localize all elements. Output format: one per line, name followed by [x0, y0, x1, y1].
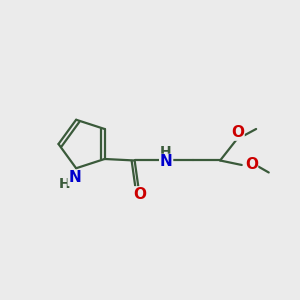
- Text: N: N: [160, 154, 172, 169]
- Text: O: O: [133, 187, 146, 202]
- Text: H: H: [59, 177, 70, 191]
- Text: O: O: [231, 125, 244, 140]
- Text: N: N: [68, 170, 81, 185]
- Text: O: O: [245, 158, 258, 172]
- Text: H: H: [160, 145, 171, 159]
- Text: N: N: [68, 170, 81, 185]
